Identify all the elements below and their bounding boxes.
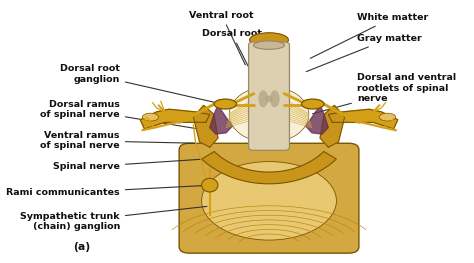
Ellipse shape	[201, 178, 218, 192]
Polygon shape	[202, 151, 337, 184]
Polygon shape	[253, 45, 285, 77]
Text: Dorsal ramus
of spinal nerve: Dorsal ramus of spinal nerve	[40, 100, 203, 130]
Text: Ventral ramus
of spinal nerve: Ventral ramus of spinal nerve	[40, 131, 195, 150]
Text: Dorsal root: Dorsal root	[201, 29, 262, 77]
Ellipse shape	[250, 33, 288, 47]
Text: Gray matter: Gray matter	[306, 34, 421, 72]
Polygon shape	[328, 109, 398, 129]
Ellipse shape	[265, 95, 273, 102]
FancyBboxPatch shape	[179, 143, 359, 253]
Text: White matter: White matter	[310, 13, 428, 58]
FancyBboxPatch shape	[248, 42, 290, 150]
Ellipse shape	[214, 99, 237, 109]
Polygon shape	[306, 105, 328, 134]
Ellipse shape	[270, 90, 280, 107]
Text: Dorsal and ventral
rootlets of spinal
nerve: Dorsal and ventral rootlets of spinal ne…	[312, 73, 456, 114]
Text: Ventral root: Ventral root	[189, 11, 254, 65]
Text: Rami communicantes: Rami communicantes	[6, 185, 209, 198]
Text: Spinal nerve: Spinal nerve	[53, 159, 203, 171]
Polygon shape	[210, 105, 232, 134]
Ellipse shape	[258, 90, 268, 107]
Polygon shape	[320, 105, 345, 147]
Ellipse shape	[379, 113, 396, 121]
Polygon shape	[193, 105, 218, 147]
Ellipse shape	[142, 113, 159, 121]
Ellipse shape	[201, 161, 337, 240]
Text: Sympathetic trunk
(chain) ganglion: Sympathetic trunk (chain) ganglion	[20, 206, 207, 231]
Ellipse shape	[229, 86, 309, 143]
Polygon shape	[140, 109, 210, 129]
Text: Dorsal root
ganglion: Dorsal root ganglion	[60, 64, 219, 103]
Ellipse shape	[254, 41, 284, 49]
Ellipse shape	[301, 99, 324, 109]
Text: (a): (a)	[73, 242, 90, 252]
